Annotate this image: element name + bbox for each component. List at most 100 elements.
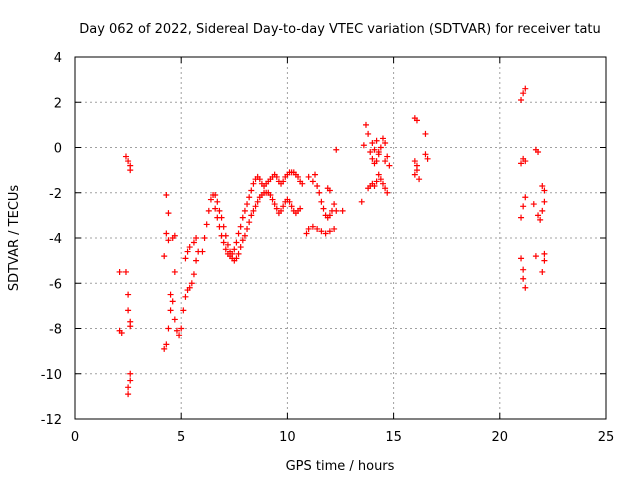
data-point	[122, 153, 129, 160]
data-point	[231, 246, 238, 253]
data-point	[127, 377, 134, 384]
data-point	[295, 173, 302, 180]
data-point	[411, 171, 418, 178]
data-point	[205, 207, 212, 214]
data-point	[309, 223, 316, 230]
y-tick-label: -4	[49, 232, 62, 247]
data-point	[369, 155, 376, 162]
data-point	[237, 244, 244, 251]
data-point	[267, 192, 274, 199]
data-point	[382, 185, 389, 192]
data-point	[280, 178, 287, 185]
data-point	[176, 332, 183, 339]
data-point	[248, 187, 255, 194]
data-point	[207, 196, 214, 203]
data-point	[233, 255, 240, 262]
data-point	[244, 225, 251, 232]
data-point	[127, 323, 134, 330]
data-point	[165, 210, 172, 217]
y-tick-label: -8	[49, 323, 62, 338]
data-point	[377, 144, 384, 151]
data-point	[190, 239, 197, 246]
data-point	[320, 205, 327, 212]
data-point	[163, 341, 170, 348]
data-point	[535, 149, 542, 156]
data-point	[532, 253, 539, 260]
data-point	[125, 384, 132, 391]
data-point	[190, 271, 197, 278]
data-point	[237, 223, 244, 230]
data-point	[365, 130, 372, 137]
data-point	[541, 257, 548, 264]
data-point	[278, 207, 285, 214]
data-point	[193, 235, 200, 241]
data-point	[163, 230, 170, 237]
data-point	[203, 221, 210, 228]
data-point	[229, 250, 236, 257]
data-point	[199, 248, 206, 255]
data-point	[373, 158, 380, 165]
data-point	[382, 158, 389, 165]
data-point	[116, 268, 123, 275]
data-point	[413, 162, 420, 169]
data-point	[305, 173, 312, 180]
data-point	[220, 239, 227, 246]
data-point	[520, 275, 527, 282]
data-point	[539, 182, 546, 189]
data-point	[384, 189, 391, 196]
data-point	[322, 230, 329, 237]
data-point	[256, 176, 263, 183]
data-point	[539, 207, 546, 214]
data-point	[379, 135, 386, 142]
data-point	[169, 298, 176, 305]
data-point	[422, 130, 429, 137]
data-point	[248, 212, 255, 219]
data-point	[286, 198, 293, 205]
x-tick-label: 5	[177, 430, 185, 445]
data-point	[165, 325, 172, 332]
data-point	[309, 178, 316, 185]
x-tick-label: 15	[385, 430, 402, 445]
data-point	[171, 232, 178, 239]
data-point	[326, 228, 333, 235]
data-point	[541, 250, 548, 257]
data-point	[522, 85, 529, 92]
data-point	[518, 255, 525, 262]
x-axis-label: GPS time / hours	[286, 459, 395, 474]
data-point	[373, 137, 380, 144]
data-point	[314, 182, 321, 189]
data-point	[518, 96, 525, 103]
data-point	[241, 207, 248, 214]
data-point	[373, 178, 380, 185]
data-point	[127, 167, 134, 174]
data-point	[318, 198, 325, 205]
data-point	[241, 232, 248, 239]
y-tick-label: 2	[54, 96, 62, 111]
data-point	[165, 237, 172, 244]
data-point	[125, 291, 132, 298]
data-point	[182, 255, 189, 262]
data-point	[122, 268, 129, 275]
data-point	[161, 253, 168, 260]
y-tick-label: 4	[54, 51, 62, 66]
data-point	[184, 248, 191, 255]
data-point	[246, 194, 253, 201]
data-point	[424, 155, 431, 162]
data-point	[416, 176, 423, 183]
data-point	[331, 225, 338, 232]
data-point	[244, 201, 251, 208]
data-point	[186, 284, 193, 291]
data-point	[246, 219, 253, 226]
data-point	[384, 153, 391, 160]
data-point	[178, 325, 185, 332]
data-point	[280, 203, 287, 210]
data-point	[125, 391, 132, 398]
grid	[75, 57, 606, 419]
data-point	[288, 203, 295, 210]
data-point	[371, 146, 378, 153]
data-point	[163, 192, 170, 199]
data-point	[314, 225, 321, 232]
data-point	[193, 257, 200, 264]
data-point	[520, 203, 527, 210]
